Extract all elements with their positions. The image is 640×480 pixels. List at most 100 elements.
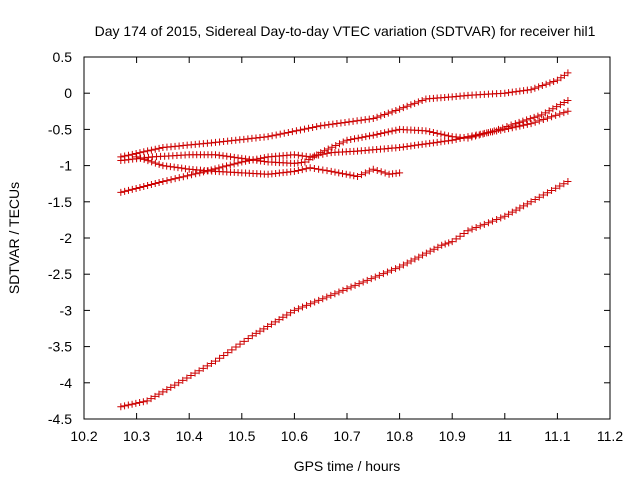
- data-point: [230, 153, 238, 161]
- data-point: [191, 369, 199, 377]
- data-point: [359, 278, 367, 286]
- data-point: [460, 134, 468, 142]
- data-point: [220, 351, 228, 359]
- data-point: [508, 124, 516, 132]
- data-point: [539, 116, 547, 124]
- data-point: [441, 137, 449, 145]
- data-point: [541, 109, 549, 117]
- data-point: [148, 158, 156, 166]
- data-point: [236, 340, 244, 348]
- data-point: [179, 376, 187, 384]
- data-point: [124, 186, 132, 194]
- data-point: [248, 332, 256, 340]
- data-point: [396, 169, 404, 177]
- data-point: [319, 166, 327, 174]
- x-tick-labels: 10.2 10.3 10.4 10.5 10.6 10.7 10.8 10.9 11 11.1 11…: [70, 428, 623, 444]
- x-tick-label: 11.1: [544, 428, 570, 444]
- data-point: [121, 187, 129, 195]
- data-point: [171, 381, 179, 389]
- data-point: [497, 126, 505, 134]
- data-point: [476, 130, 484, 138]
- data-point: [381, 129, 389, 137]
- data-point: [132, 184, 140, 192]
- data-point: [133, 153, 141, 161]
- data-point: [175, 379, 183, 387]
- data-point: [392, 126, 400, 134]
- data-point: [377, 130, 385, 138]
- data-point: [296, 126, 304, 134]
- data-point: [252, 329, 260, 337]
- data-point: [305, 124, 313, 132]
- data-point: [309, 123, 317, 131]
- data-point: [527, 198, 535, 206]
- x-axis-label: GPS time / hours: [294, 458, 401, 474]
- y-tick-label: -1: [60, 158, 73, 174]
- data-point: [319, 295, 327, 303]
- data-point: [319, 150, 327, 158]
- data-point: [539, 191, 547, 199]
- data-point: [347, 283, 355, 291]
- data-point: [212, 357, 219, 365]
- data-point: [136, 183, 144, 191]
- data-point: [523, 120, 531, 128]
- data-point: [381, 169, 389, 177]
- data-point: [530, 113, 538, 121]
- data-point: [303, 301, 311, 309]
- data-point: [245, 157, 253, 165]
- data-point: [396, 105, 404, 113]
- data-point: [335, 140, 343, 148]
- data-point: [171, 175, 179, 183]
- data-point: [418, 140, 426, 148]
- data-point: [301, 158, 309, 166]
- data-point: [163, 386, 171, 394]
- data-point: [207, 359, 215, 367]
- data-point: [163, 177, 171, 185]
- y-tick-label: -4: [60, 375, 73, 391]
- data-point: [331, 290, 339, 298]
- y-tick-label: -2: [60, 230, 73, 246]
- data-point: [181, 165, 189, 173]
- data-point: [437, 138, 445, 146]
- data-point: [377, 112, 385, 120]
- data-point: [560, 99, 568, 107]
- x-tick-label: 10.2: [70, 428, 97, 444]
- data-point: [321, 121, 329, 129]
- data-point: [516, 87, 524, 95]
- data-point: [399, 143, 407, 151]
- data-point: [311, 298, 319, 306]
- data-point: [433, 138, 441, 146]
- data-point: [147, 180, 155, 188]
- data-point: [531, 84, 539, 92]
- data-point: [501, 89, 509, 97]
- data-point: [223, 152, 231, 160]
- data-point: [117, 188, 125, 196]
- data-point: [426, 128, 434, 136]
- data-point: [301, 125, 309, 133]
- data-point: [346, 171, 354, 179]
- data-point: [343, 285, 351, 293]
- data-point: [132, 399, 140, 407]
- data-point: [351, 135, 359, 143]
- data-point: [279, 313, 287, 321]
- data-point: [151, 145, 159, 153]
- data-point: [384, 109, 392, 117]
- data-point: [341, 118, 349, 126]
- data-point: [242, 157, 250, 165]
- data-point: [415, 253, 423, 261]
- data-point: [396, 144, 404, 151]
- data-point: [556, 110, 564, 118]
- data-point: [375, 271, 383, 279]
- data-point: [437, 130, 445, 138]
- data-point: [284, 128, 292, 136]
- data-point: [564, 69, 572, 77]
- x-tick-label: 11.2: [597, 428, 623, 444]
- y-tick-label: -3.5: [48, 339, 72, 355]
- data-point: [329, 120, 337, 128]
- data-point: [520, 202, 528, 210]
- data-point: [264, 323, 272, 331]
- data-point: [373, 166, 381, 174]
- data-point: [249, 156, 257, 164]
- data-point: [511, 120, 519, 128]
- data-point: [260, 154, 268, 162]
- data-point: [523, 116, 531, 124]
